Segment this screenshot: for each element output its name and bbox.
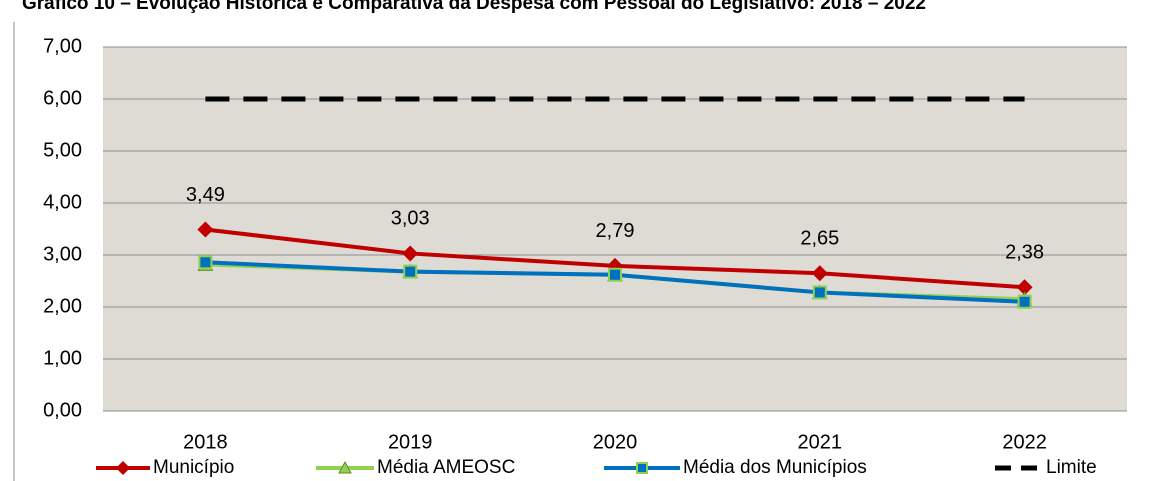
chart-title: Gráfico 10 – Evolução Histórica e Compar… bbox=[22, 0, 926, 14]
point-marker bbox=[812, 285, 827, 300]
x-tick-label: 2019 bbox=[388, 431, 433, 453]
legend-marker bbox=[338, 460, 352, 474]
y-tick-label: 7,00 bbox=[43, 35, 82, 57]
point-marker bbox=[403, 264, 418, 279]
point-marker bbox=[197, 221, 214, 238]
plot-area bbox=[103, 47, 1127, 411]
y-tick-label: 2,00 bbox=[43, 295, 82, 317]
legend-marker bbox=[116, 461, 130, 475]
y-tick-label: 6,00 bbox=[43, 87, 82, 109]
y-tick-label: 3,00 bbox=[43, 243, 82, 265]
x-tick-label: 2020 bbox=[593, 431, 638, 453]
legend-label: Município bbox=[153, 457, 234, 478]
y-tick-label: 5,00 bbox=[43, 139, 82, 161]
legend-label: Média AMEOSC bbox=[377, 457, 515, 478]
data-label: 2,65 bbox=[800, 227, 839, 249]
legend-label: Média dos Municípios bbox=[683, 457, 867, 478]
point-marker bbox=[1016, 279, 1033, 296]
y-tick-label: 4,00 bbox=[43, 191, 82, 213]
y-tick-label: 0,00 bbox=[43, 399, 82, 421]
data-label: 2,79 bbox=[596, 220, 635, 242]
x-tick-label: 2022 bbox=[1002, 431, 1047, 453]
x-tick-label: 2018 bbox=[183, 431, 228, 453]
point-marker bbox=[608, 267, 622, 282]
data-label: 2,38 bbox=[1005, 242, 1044, 264]
x-tick-label: 2021 bbox=[798, 431, 843, 453]
point-marker bbox=[811, 265, 828, 282]
legend-label: Limite bbox=[1046, 457, 1097, 478]
legend-marker bbox=[636, 462, 648, 474]
data-label: 3,49 bbox=[186, 184, 225, 206]
point-marker bbox=[198, 255, 213, 270]
point-marker bbox=[402, 245, 419, 262]
y-tick-label: 1,00 bbox=[43, 347, 82, 369]
data-label: 3,03 bbox=[391, 208, 430, 230]
point-marker bbox=[1017, 294, 1032, 309]
